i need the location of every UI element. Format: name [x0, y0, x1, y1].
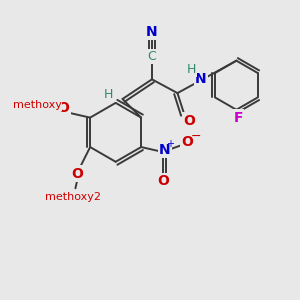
Text: +: + [166, 139, 174, 149]
Text: O: O [183, 114, 195, 128]
Text: N: N [159, 143, 170, 157]
Text: H: H [104, 88, 113, 100]
Text: −: − [191, 130, 201, 143]
Text: H: H [187, 63, 196, 76]
Text: methoxy: methoxy [13, 100, 61, 110]
Text: O: O [58, 101, 70, 115]
Text: F: F [234, 111, 243, 124]
Text: C: C [148, 50, 156, 63]
Text: N: N [195, 72, 207, 86]
Text: N: N [146, 25, 158, 39]
Text: methoxy2: methoxy2 [46, 192, 101, 202]
Text: O: O [71, 167, 83, 181]
Text: O: O [181, 135, 193, 149]
Text: O: O [157, 174, 169, 188]
